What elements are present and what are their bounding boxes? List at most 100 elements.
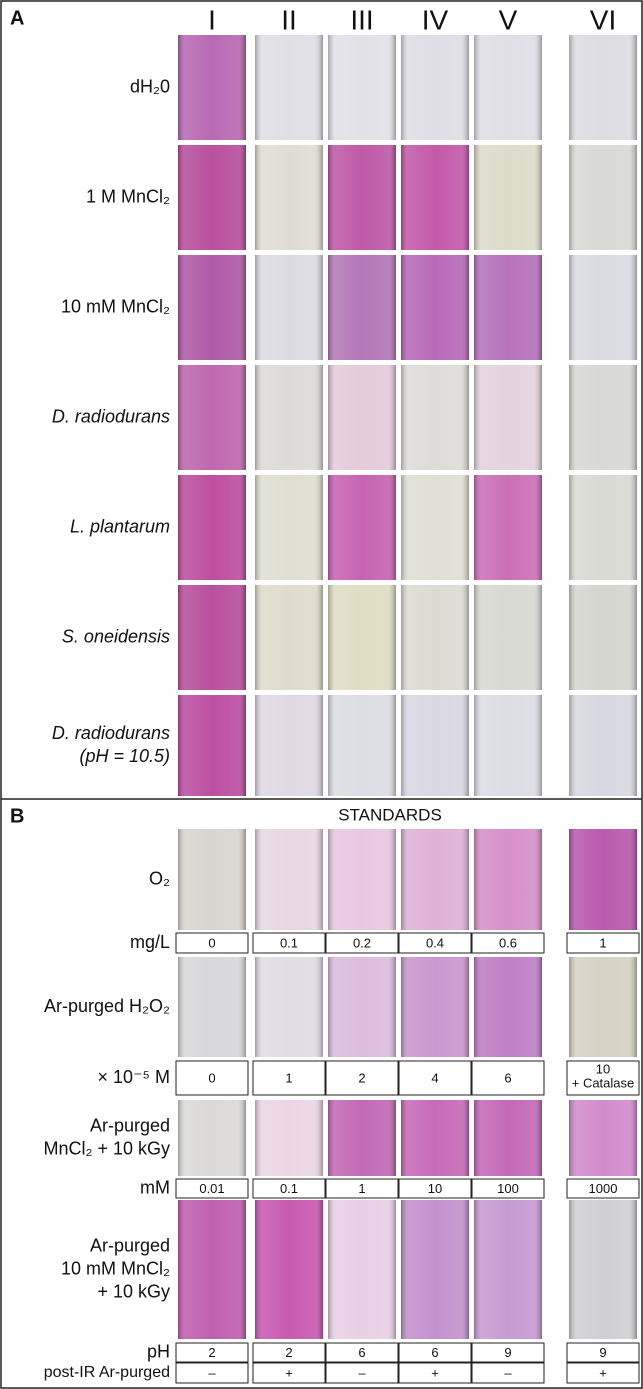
tube-shade — [569, 475, 637, 580]
value-label: 0.2 — [353, 935, 371, 950]
tube-shade — [569, 1100, 637, 1176]
tube-shade — [474, 585, 542, 690]
tube-shade — [328, 585, 396, 690]
tube-shade — [328, 1200, 396, 1339]
tube-shade — [474, 695, 542, 796]
tube-shade — [178, 365, 246, 470]
tube-shade — [569, 365, 637, 470]
row-label: Ar-purged — [90, 1235, 170, 1255]
tube-shade — [255, 585, 323, 690]
value-label: 2 — [285, 1345, 292, 1360]
value-label: 6 — [504, 1070, 511, 1085]
tube-shade — [255, 695, 323, 796]
tube-shade — [569, 957, 637, 1057]
tube-shade — [255, 35, 323, 140]
row-label: Ar-purged H₂O₂ — [44, 996, 170, 1016]
unit-label: pH — [147, 1341, 170, 1361]
row-label: 10 mM MnCl₂ — [61, 296, 170, 316]
tube-shade — [474, 829, 542, 930]
tube-shade — [255, 1100, 323, 1176]
tube-shade — [178, 585, 246, 690]
value-label: 0.1 — [280, 935, 298, 950]
tube-shade — [255, 365, 323, 470]
tube-shade — [474, 145, 542, 250]
tube-shade — [178, 695, 246, 796]
tube-shade — [178, 1100, 246, 1176]
tube-shade — [401, 365, 469, 470]
tube-shade — [401, 145, 469, 250]
column-numeral: IV — [422, 4, 449, 35]
standards-title: STANDARDS — [338, 805, 442, 824]
panel-label: A — [10, 7, 24, 29]
value-label: + — [431, 1365, 439, 1380]
tube-shade — [569, 145, 637, 250]
tube-shade — [401, 1100, 469, 1176]
row-label: (pH = 10.5) — [79, 746, 170, 766]
tube-shade — [474, 255, 542, 360]
tube-shade — [328, 255, 396, 360]
tube-shade — [569, 1200, 637, 1339]
value-label: 2 — [208, 1345, 215, 1360]
row-label: O₂ — [149, 868, 170, 888]
row-label: D. radiodurans — [52, 723, 170, 743]
row-label: dH₂0 — [130, 76, 170, 96]
column-numeral: V — [499, 4, 518, 35]
value-label: 0.6 — [499, 935, 517, 950]
tube-shade — [328, 957, 396, 1057]
figure: A B STANDARDS IIIIIIIVVVIdH₂01 M MnCl₂10… — [0, 0, 643, 1389]
value-label: + — [285, 1365, 293, 1380]
tube-shade — [255, 829, 323, 930]
tube-shade — [569, 255, 637, 360]
tube-shade — [178, 1200, 246, 1339]
tube-shade — [178, 957, 246, 1057]
tube-shade — [328, 35, 396, 140]
unit-label: × 10⁻⁵ M — [98, 1067, 171, 1087]
tube-shade — [178, 829, 246, 930]
value-label: 2 — [358, 1070, 365, 1085]
tube-shade — [569, 695, 637, 796]
unit-label: mM — [140, 1177, 170, 1197]
value-label: 0.4 — [426, 935, 444, 950]
row-label: D. radiodurans — [52, 406, 170, 426]
value-label: 0.1 — [280, 1181, 298, 1196]
tube-shade — [328, 475, 396, 580]
column-numeral: III — [350, 4, 373, 35]
value-label: 9 — [504, 1345, 511, 1360]
tube-shade — [328, 365, 396, 470]
tube-shade — [569, 35, 637, 140]
column-numeral: VI — [590, 4, 616, 35]
value-label: 4 — [431, 1070, 438, 1085]
value-label: 0 — [208, 935, 215, 950]
value-label: – — [358, 1365, 366, 1380]
row-label: L. plantarum — [70, 516, 170, 536]
value-label: 1000 — [589, 1181, 618, 1196]
tube-shade — [569, 585, 637, 690]
value-label: 6 — [358, 1345, 365, 1360]
tube-shade — [474, 1200, 542, 1339]
tube-shade — [401, 35, 469, 140]
tube-shade — [474, 475, 542, 580]
column-numeral: I — [208, 4, 216, 35]
value-label: 9 — [599, 1345, 606, 1360]
tube-shade — [401, 957, 469, 1057]
tube-shade — [178, 255, 246, 360]
tube-shade — [178, 475, 246, 580]
tube-shade — [401, 695, 469, 796]
value-label: 10 — [596, 1061, 610, 1076]
tube-shade — [255, 1200, 323, 1339]
tube-shade — [401, 255, 469, 360]
value-label: – — [504, 1365, 512, 1380]
row-label: Ar-purged — [90, 1115, 170, 1135]
tube-shade — [178, 35, 246, 140]
tube-shade — [401, 829, 469, 930]
value-label: + Catalase — [572, 1075, 635, 1090]
value-label: 1 — [358, 1181, 365, 1196]
tube-shade — [328, 829, 396, 930]
value-label: 6 — [431, 1345, 438, 1360]
value-label: 10 — [428, 1181, 442, 1196]
tube-shade — [255, 255, 323, 360]
value-label: 100 — [497, 1181, 519, 1196]
tube-shade — [255, 957, 323, 1057]
row-label: S. oneidensis — [62, 626, 170, 646]
tube-shade — [474, 1100, 542, 1176]
